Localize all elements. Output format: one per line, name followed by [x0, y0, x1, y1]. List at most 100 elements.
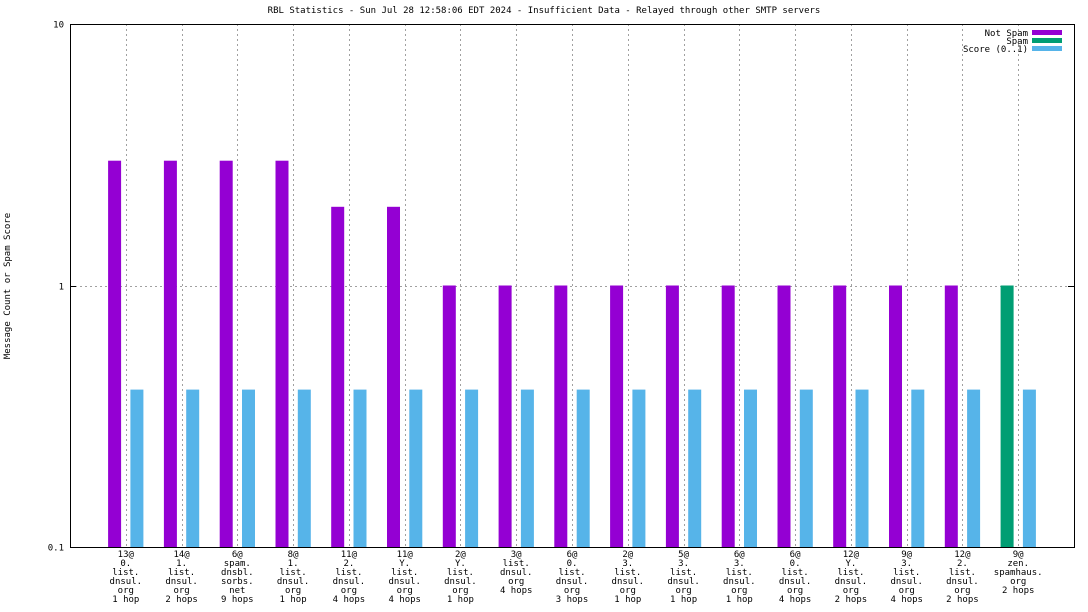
x-tick-label-line: list.	[670, 568, 697, 578]
x-tick-label-line: 4 hops	[333, 595, 366, 605]
x-tick-label-line: 1.	[176, 559, 187, 569]
x-tick-label-line: 12@	[954, 550, 971, 560]
x-tick-label-line: spam.	[224, 559, 251, 569]
x-tick-label-line: 5@	[678, 550, 689, 560]
legend-label: Spam	[1006, 37, 1028, 47]
x-tick-label-line: 1 hop	[447, 595, 474, 605]
x-tick-label-line: list.	[893, 568, 920, 578]
bar-score	[353, 389, 367, 547]
x-tick-label-line: 1 hop	[112, 595, 139, 605]
x-tick-label-line: dnsul.	[612, 577, 645, 587]
legend-label: Score (0..1)	[963, 45, 1028, 55]
x-tick-label-line: 4 hops	[388, 595, 421, 605]
chart-title: RBL Statistics - Sun Jul 28 12:58:06 EDT…	[267, 6, 821, 16]
bar-not-spam	[442, 285, 456, 547]
x-tick-label-line: spamhaus.	[994, 568, 1043, 578]
x-tick-label-line: 6@	[734, 550, 745, 560]
bar-score	[855, 389, 869, 547]
x-tick-label-line: list.	[949, 568, 976, 578]
x-tick-label-line: 2.	[343, 559, 354, 569]
x-tick-label-line: org	[675, 586, 691, 596]
x-tick-label-line: org	[285, 586, 301, 596]
bar-not-spam	[554, 285, 568, 547]
bar-score	[409, 389, 423, 547]
legend-swatch	[1032, 46, 1062, 51]
y-tick-label: 1	[59, 283, 64, 293]
x-tick-label-line: 1.	[288, 559, 299, 569]
bar-not-spam	[777, 285, 791, 547]
x-tick-label-line: 2 hops	[946, 595, 979, 605]
x-tick-label-line: 1 hop	[280, 595, 307, 605]
x-tick-label-line: dnsul.	[779, 577, 812, 587]
x-tick-label-line: list.	[782, 568, 809, 578]
plot-border	[70, 24, 1075, 548]
bar-not-spam	[721, 285, 735, 547]
bar-not-spam	[889, 285, 902, 547]
x-tick-label-line: 4 hops	[500, 586, 533, 596]
x-tick-label-line: org	[508, 577, 524, 587]
x-tick-label-line: net	[229, 586, 245, 596]
x-tick-label-line: 3@	[511, 550, 522, 560]
bar-not-spam	[498, 285, 512, 547]
bar-score	[911, 389, 925, 547]
x-tick-label-line: 0.	[120, 559, 131, 569]
x-tick-label-line: 13@	[118, 550, 135, 560]
x-tick-label-line: 2@	[622, 550, 633, 560]
x-tick-label-line: dnsul.	[500, 568, 533, 578]
x-tick-label: 5@ 3. list. dnsul. org 1 hop	[667, 550, 700, 605]
x-tick-label-line: org	[899, 586, 915, 596]
bar-score	[130, 389, 144, 547]
x-tick-label-line: org	[341, 586, 357, 596]
x-tick-label-line: list.	[112, 568, 139, 578]
bar-score	[632, 389, 646, 547]
x-tick-label: 12@ Y. list. dnsul. org 2 hops	[835, 550, 868, 605]
x-tick-label-line: dnsul.	[444, 577, 477, 587]
bar-not-spam	[610, 285, 624, 547]
x-tick-label: 3@ list. dnsul. org 4 hops	[500, 550, 533, 596]
x-tick-label-line: org	[731, 586, 747, 596]
bar-score	[967, 389, 981, 547]
bar-not-spam	[219, 160, 233, 547]
x-tick-label-line: org	[843, 586, 859, 596]
x-tick-label-line: 2@	[455, 550, 466, 560]
x-tick-label-line: org	[954, 586, 970, 596]
x-tick-label: 8@ 1. list. dnsul. org 1 hop	[277, 550, 310, 605]
x-tick-label-line: dnsul.	[333, 577, 366, 587]
x-tick-label-line: list.	[335, 568, 362, 578]
x-tick-label-line: dnsul.	[110, 577, 143, 587]
x-tick-label-line: list.	[503, 559, 530, 569]
bar-not-spam	[331, 206, 345, 548]
x-tick-label-line: org	[620, 586, 636, 596]
x-tick-label-line: Y.	[845, 559, 856, 569]
x-tick-label: 9@ zen. spamhaus. org 2 hops	[994, 550, 1043, 596]
x-tick-label: 6@ spam. dnsbl. sorbs. net 9 hops	[221, 550, 254, 605]
bars-layer	[108, 160, 1036, 548]
bar-not-spam	[944, 285, 958, 547]
y-tick-label: 0.1	[48, 544, 64, 554]
x-tick-label-line: org	[118, 586, 134, 596]
x-tick-label-line: 14@	[173, 550, 190, 560]
x-tick-label-line: dnsbl.	[221, 568, 254, 578]
x-tick-label: 2@ Y. list. dnsul. org 1 hop	[444, 550, 477, 605]
x-tick-label-line: 4 hops	[779, 595, 812, 605]
bar-spam	[1000, 285, 1014, 547]
x-tick-label-line: list.	[726, 568, 753, 578]
bar-score	[1022, 389, 1036, 547]
x-tick-label-line: list.	[168, 568, 195, 578]
x-tick-label-line: 2.	[957, 559, 968, 569]
x-tick-label-line: 11@	[397, 550, 414, 560]
x-tick-label: 11@ Y. list. dnsul. org 4 hops	[388, 550, 421, 605]
x-tick-label-line: dnsul.	[556, 577, 589, 587]
x-tick-label-line: dnsul.	[165, 577, 198, 587]
x-tick-label-line: 9@	[901, 550, 912, 560]
x-tick-label-line: org	[787, 586, 803, 596]
x-tick-label-line: 1 hop	[670, 595, 697, 605]
x-tick-label-line: 0.	[790, 559, 801, 569]
x-tick-label-line: 3.	[734, 559, 745, 569]
x-tick-label-line: org	[173, 586, 189, 596]
x-tick-label-line: 9@	[1013, 550, 1024, 560]
x-tick-label-line: 4 hops	[890, 595, 923, 605]
x-tick-label-line: 9 hops	[221, 595, 254, 605]
x-tick-label-line: 8@	[288, 550, 299, 560]
